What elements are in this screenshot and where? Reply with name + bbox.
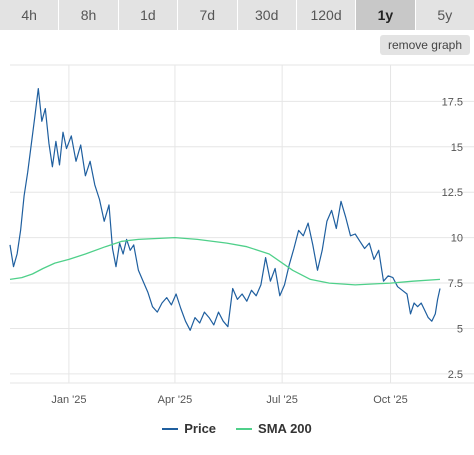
tab-4h[interactable]: 4h bbox=[0, 0, 60, 30]
y-tick-label: 17.5 bbox=[442, 96, 463, 108]
chart-legend: Price SMA 200 bbox=[0, 421, 474, 436]
legend-item-price[interactable]: Price bbox=[162, 421, 216, 436]
sma-swatch bbox=[236, 427, 253, 430]
remove-graph-button[interactable]: remove graph bbox=[379, 35, 470, 55]
legend-item-sma[interactable]: SMA 200 bbox=[236, 421, 312, 436]
y-tick-label: 7.5 bbox=[448, 278, 463, 290]
price-swatch bbox=[162, 427, 179, 430]
y-tick-label: 5 bbox=[457, 323, 463, 335]
tab-5y[interactable]: 5y bbox=[415, 0, 474, 30]
tab-1d[interactable]: 1d bbox=[118, 0, 179, 30]
tab-120d[interactable]: 120d bbox=[296, 0, 357, 30]
y-tick-label: 10 bbox=[451, 233, 463, 245]
x-tick-labels: Jan '25 Apr '25 Jul '25 Oct '25 bbox=[51, 394, 407, 406]
tab-1y[interactable]: 1y bbox=[356, 0, 416, 30]
tab-7d[interactable]: 7d bbox=[178, 0, 238, 30]
legend-label-sma: SMA 200 bbox=[258, 421, 312, 436]
price-line bbox=[9, 88, 441, 331]
grid-lines bbox=[10, 64, 474, 384]
sma-200-line bbox=[9, 236, 441, 286]
timeframe-tabs: 4h 8h 1d 7d 30d 120d 1y 5y bbox=[0, 0, 474, 30]
x-tick-label: Jul '25 bbox=[266, 394, 297, 406]
x-tick-label: Apr '25 bbox=[158, 394, 193, 406]
legend-label-price: Price bbox=[184, 421, 217, 436]
series-lines bbox=[9, 88, 441, 331]
x-tick-label: Jan '25 bbox=[51, 394, 86, 406]
x-tick-label: Oct '25 bbox=[373, 394, 408, 406]
tab-8h[interactable]: 8h bbox=[59, 0, 119, 30]
y-tick-label: 12.5 bbox=[442, 187, 463, 199]
price-chart: 2.5 5 7.5 10 12.5 15 17.5 Jan '25 Apr '25 Jul '2… bbox=[9, 64, 474, 406]
y-tick-labels: 2.5 5 7.5 10 12.5 15 17.5 bbox=[442, 96, 463, 381]
tab-30d[interactable]: 30d bbox=[237, 0, 297, 30]
y-tick-label: 15 bbox=[451, 142, 463, 154]
y-tick-label: 2.5 bbox=[448, 369, 463, 381]
